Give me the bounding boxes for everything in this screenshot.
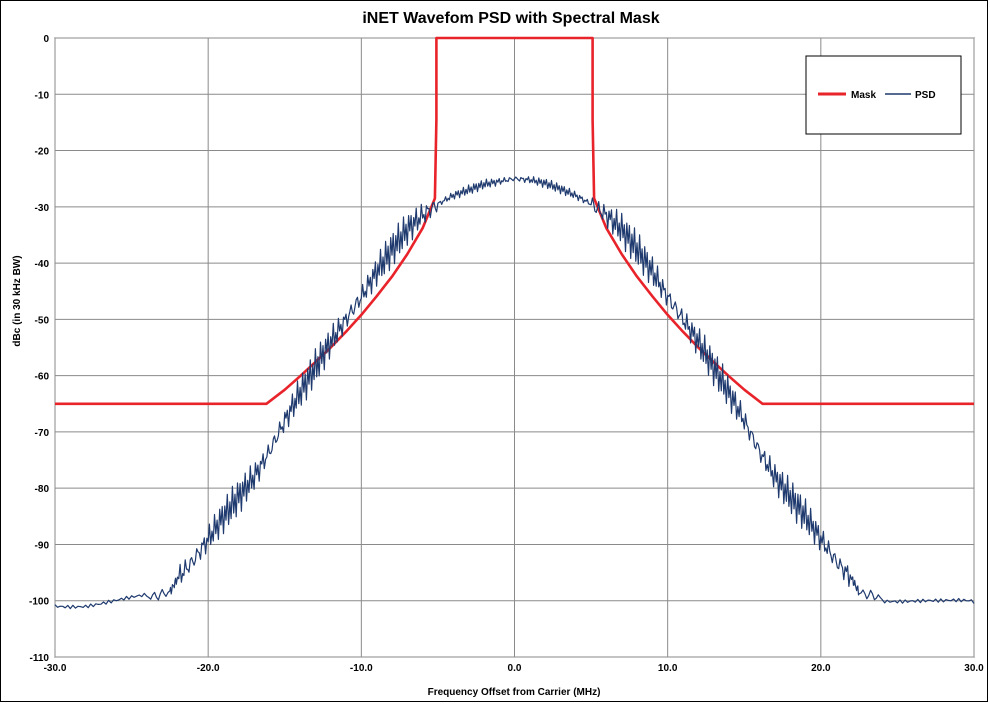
y-tick-label: -60 <box>35 372 50 383</box>
y-tick-label: 0 <box>43 34 49 45</box>
x-tick-label: -10.0 <box>350 663 373 674</box>
y-tick-label: -80 <box>35 484 50 495</box>
grid <box>54 37 975 658</box>
legend: Mask PSD <box>805 55 962 135</box>
y-tick-label: -40 <box>35 259 50 270</box>
series-layer <box>54 36 975 610</box>
y-tick-label: -70 <box>35 428 50 439</box>
y-tick-label: -10 <box>35 90 50 101</box>
legend-psd-label: PSD <box>915 90 936 101</box>
x-tick-label: 0.0 <box>508 663 522 674</box>
y-tick-label: -110 <box>30 653 50 664</box>
x-axis-title: Frequency Offset from Carrier (MHz) <box>428 687 601 698</box>
y-tick-label: -100 <box>29 597 49 608</box>
y-tick-label: -30 <box>35 203 50 214</box>
chart-title: iNET Wavefom PSD with Spectral Mask <box>362 10 659 27</box>
y-axis-title: dBc (in 30 kHz BW) <box>12 255 23 346</box>
y-tick-label: -20 <box>35 147 50 158</box>
x-tick-label: -30.0 <box>44 663 67 674</box>
tick-labels: -30.0 -20.0 -10.0 0.0 10.0 20.0 30.0 0 -10 -20 -30… <box>29 34 984 674</box>
x-tick-label: -20.0 <box>197 663 220 674</box>
x-tick-label: 30.0 <box>964 663 984 674</box>
x-tick-label: 20.0 <box>811 663 831 674</box>
series-psd-line <box>54 176 975 610</box>
x-tick-label: 10.0 <box>658 663 678 674</box>
y-tick-label: -90 <box>35 540 50 551</box>
legend-mask-label: Mask <box>851 90 876 101</box>
y-tick-label: -50 <box>35 315 50 326</box>
